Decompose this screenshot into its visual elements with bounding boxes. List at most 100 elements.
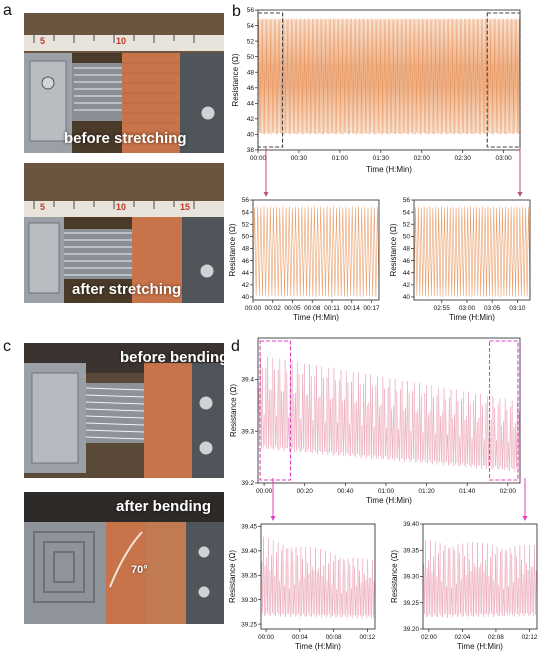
x-tick-label: 00:04 [292, 634, 308, 641]
x-tick-label: 02:30 [455, 155, 472, 162]
y-tick-label: 38 [247, 147, 255, 154]
ruler-number-10: 10 [116, 202, 127, 212]
x-tick-label: 00:12 [360, 634, 376, 641]
photo-before-bending: before bending [24, 343, 224, 478]
series-line [260, 536, 376, 619]
caption-after-stretching: after stretching [72, 281, 182, 298]
y-tick-label: 39.35 [403, 547, 419, 554]
y-tick-label: 39.40 [241, 548, 257, 555]
x-tick-label: 00:05 [284, 305, 301, 312]
zoom-window-box [259, 340, 292, 481]
x-tick-label: 00:00 [258, 634, 274, 641]
x-tick-label: 02:00 [500, 488, 517, 495]
y-tick-label: 44 [403, 270, 411, 277]
x-tick-label: 00:30 [291, 155, 308, 162]
y-axis-label: Resistance (Ω) [228, 223, 237, 276]
y-tick-label: 52 [403, 221, 411, 228]
x-axis-label: Time (H:Min) [366, 496, 412, 505]
panel-label-b: b [232, 3, 241, 20]
y-tick-label: 52 [242, 221, 250, 228]
y-axis-label: Resistance (Ω) [389, 223, 398, 276]
y-tick-label: 56 [403, 197, 411, 204]
chart-d-zoom-end: 02:00 02:04 02:08 02:12 39.20 39.25 39.30 39.35… [390, 521, 538, 651]
caption-after-bending: after bending [116, 498, 212, 515]
y-tick-label: 56 [242, 197, 250, 204]
x-tick-label: 00:02 [265, 305, 282, 312]
chart-b-zoom-start: 00:00 00:02 00:05 00:08 00:11 00:14 00:17 40 42 4… [228, 197, 380, 322]
panel-label-a: a [3, 2, 12, 19]
y-tick-label: 46 [247, 85, 255, 92]
x-tick-label: 01:00 [378, 488, 395, 495]
x-tick-label: 02:55 [434, 305, 451, 312]
y-tick-label: 42 [403, 282, 411, 289]
ruler-number-5: 5 [40, 202, 46, 212]
x-axis-label: Time (H:Min) [366, 165, 412, 174]
y-axis-label: Resistance (Ω) [228, 550, 237, 603]
plot-frame [260, 523, 376, 630]
y-tick-label: 42 [242, 282, 250, 289]
x-tick-label: 00:08 [326, 634, 342, 641]
y-tick-label: 39.40 [403, 521, 419, 528]
y-tick-label: 39.30 [403, 574, 419, 581]
x-tick-label: 00:08 [304, 305, 321, 312]
y-axis-label: Resistance (Ω) [229, 384, 238, 437]
bend-angle-label: 70° [131, 564, 148, 576]
x-axis-label: Time (H:Min) [449, 313, 495, 322]
y-tick-label: 40 [242, 294, 250, 301]
y-axis-label: Resistance (Ω) [390, 550, 399, 603]
y-tick-label: 54 [403, 209, 411, 216]
x-tick-label: 02:00 [421, 634, 437, 641]
plot-frame [413, 199, 531, 301]
x-tick-label: 02:12 [522, 634, 538, 641]
chart-d-main: 00:00 00:20 00:40 01:00 01:20 01:40 02:00 39.2 3… [229, 337, 521, 505]
x-tick-label: 02:00 [414, 155, 431, 162]
plot-frame [257, 337, 521, 484]
y-tick-label: 40 [247, 132, 255, 139]
x-tick-label: 00:20 [297, 488, 314, 495]
y-tick-label: 39.35 [241, 572, 257, 579]
chart-b-zoom-end: 02:55 03:00 03:05 03:10 40 42 44 46 48 50 52 54 56 Ti… [389, 197, 531, 322]
caption-before-stretching: before stretching [64, 130, 187, 147]
y-tick-label: 39.25 [403, 600, 419, 607]
zoom-window-box [257, 12, 284, 148]
x-tick-label: 00:00 [245, 305, 262, 312]
series-line [257, 18, 521, 135]
x-tick-label: 00:00 [250, 155, 267, 162]
y-tick-label: 48 [247, 69, 255, 76]
x-tick-label: 00:11 [324, 305, 340, 312]
series-line [413, 206, 531, 297]
y-tick-label: 39.45 [241, 524, 257, 531]
x-tick-label: 00:00 [256, 488, 273, 495]
photo-after-bending: after bending 70° [24, 492, 224, 624]
x-axis-label: Time (H:Min) [457, 642, 503, 651]
ruler-number-10: 10 [116, 36, 127, 46]
ruler-number-15: 15 [180, 202, 191, 212]
chart-d-zoom-start: 00:00 00:04 00:08 00:12 39.25 39.30 39.35 39.40… [228, 523, 376, 651]
caption-before-bending: before bending [120, 349, 224, 366]
x-tick-label: 02:04 [455, 634, 471, 641]
y-tick-label: 39.3 [241, 428, 254, 435]
y-tick-label: 50 [247, 54, 255, 61]
y-tick-label: 54 [242, 209, 250, 216]
x-tick-label: 02:08 [488, 634, 504, 641]
y-tick-label: 46 [242, 258, 250, 265]
y-axis-label: Resistance (Ω) [231, 53, 240, 106]
chart-b-main: 00:00 00:30 01:00 01:30 02:00 02:30 03:00 38 40 4… [231, 7, 521, 174]
y-tick-label: 56 [247, 7, 255, 14]
y-tick-label: 40 [403, 294, 411, 301]
x-axis-label: Time (H:Min) [293, 313, 339, 322]
x-tick-label: 00:17 [363, 305, 380, 312]
y-tick-label: 39.30 [241, 597, 257, 604]
plot-frame [252, 199, 380, 301]
y-tick-label: 52 [247, 38, 255, 45]
y-tick-label: 54 [247, 23, 255, 30]
x-tick-label: 03:10 [509, 305, 526, 312]
y-tick-label: 44 [242, 270, 250, 277]
y-tick-label: 50 [403, 234, 411, 241]
y-tick-label: 46 [403, 258, 411, 265]
photo-before-stretching: 5 10 before stretching [24, 13, 224, 153]
x-tick-label: 01:40 [459, 488, 476, 495]
ruler-number-5: 5 [40, 36, 46, 46]
x-tick-label: 03:00 [459, 305, 476, 312]
x-tick-label: 03:00 [495, 155, 512, 162]
